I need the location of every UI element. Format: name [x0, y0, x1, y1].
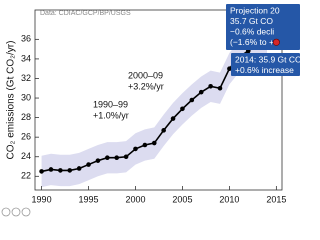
data-point: [58, 168, 63, 173]
x-tick-label: 2015: [266, 194, 286, 204]
data-point: [180, 106, 185, 112]
y-tick-label: 26: [21, 132, 31, 142]
data-point: [67, 168, 73, 173]
period-annotation: 2000–09: [128, 70, 163, 80]
y-tick-label: 36: [21, 34, 31, 44]
x-tick-label: 1990: [32, 194, 52, 204]
y-tick-label: 22: [21, 171, 31, 181]
callout-box: [231, 53, 300, 76]
data-point: [48, 167, 54, 172]
data-point: [198, 89, 204, 95]
y-tick-label: 32: [21, 73, 31, 83]
callout-text: +0.6% increase: [235, 65, 294, 75]
data-point: [142, 142, 148, 148]
data-point: [208, 84, 213, 89]
data-point: [95, 158, 101, 163]
source-note: Data: CDIAC/GCP/BP/USGS: [40, 10, 131, 17]
chart: Data: CDIAC/GCP/BP/USGS CO₂ emissions (G…: [1, 4, 300, 217]
data-point: [86, 162, 91, 167]
x-tick-label: 2005: [172, 194, 192, 204]
x-tick-label: 1995: [79, 194, 99, 204]
projection-point: [272, 38, 280, 46]
data-point: [105, 155, 110, 161]
y-tick-label: 30: [21, 92, 31, 102]
data-point: [123, 154, 129, 160]
y-tick-label: 28: [21, 112, 31, 122]
callout-text: 2014: 35.9 Gt CO₂: [235, 54, 300, 64]
x-tick-label: 2010: [219, 194, 239, 204]
period-annotation: 1990–99: [93, 99, 128, 109]
period-annotation: +3.2%/yr: [128, 81, 164, 91]
x-tick-label: 2000: [125, 194, 145, 204]
data-point: [189, 97, 195, 103]
plot-frame: [34, 9, 283, 191]
callout-box: [226, 4, 300, 50]
y-tick-label: 34: [21, 53, 31, 63]
y-axis-label: CO₂ emissions (Gt CO₂/yr): [6, 41, 17, 160]
callout-text: −0.6% decli: [230, 26, 274, 36]
data-point: [170, 116, 176, 121]
data-point: [114, 155, 120, 161]
data-point: [161, 128, 166, 133]
y-tick-label: 24: [21, 151, 31, 161]
data-point: [133, 146, 138, 152]
uncertainty-band: [41, 24, 267, 188]
period-annotation: +1.0%/yr: [93, 110, 129, 120]
data-point: [217, 85, 223, 91]
callout-text: (−1.6% to +: [230, 37, 274, 47]
data-point: [227, 66, 232, 71]
license-icons: [1, 207, 31, 217]
data-point: [151, 140, 157, 146]
callout-text: Projection 20: [230, 5, 280, 15]
data-point: [39, 169, 44, 174]
data-point: [76, 166, 82, 171]
callout-text: 35.7 Gt CO: [230, 16, 273, 26]
